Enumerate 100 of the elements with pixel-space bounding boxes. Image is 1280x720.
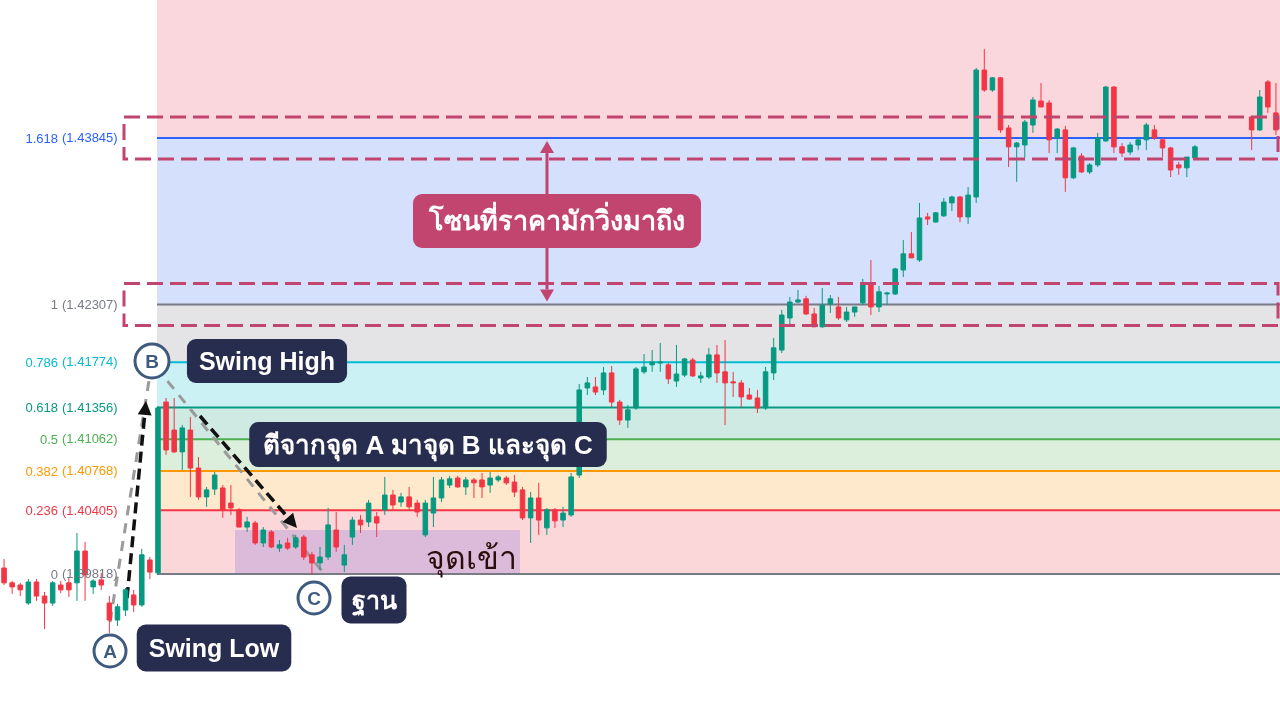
candlestick bbox=[722, 339, 728, 426]
candlestick bbox=[106, 595, 113, 634]
candlestick bbox=[49, 580, 56, 607]
candlestick bbox=[989, 76, 996, 93]
candlestick bbox=[560, 506, 566, 528]
candlestick bbox=[9, 580, 15, 595]
candlestick bbox=[779, 309, 785, 354]
candlestick bbox=[1038, 82, 1044, 108]
y-tick-label: 0.236 bbox=[25, 503, 58, 519]
candlestick bbox=[57, 580, 64, 594]
candlestick bbox=[706, 347, 712, 380]
annotation: B bbox=[145, 350, 159, 372]
annotation: (1.41062) bbox=[62, 431, 118, 447]
candlestick bbox=[754, 389, 761, 414]
candlestick bbox=[1030, 96, 1036, 134]
annotation: จุดเข้า bbox=[426, 540, 517, 578]
candlestick bbox=[1022, 119, 1028, 159]
annotation: ตีจากจุด A มาจุด B และจุด C bbox=[263, 429, 593, 462]
candlestick bbox=[1192, 144, 1198, 160]
candlestick bbox=[325, 507, 331, 561]
candlestick bbox=[860, 278, 866, 306]
candlestick bbox=[171, 397, 177, 454]
y-tick-label: 0.786 bbox=[25, 354, 58, 370]
candlestick bbox=[900, 239, 907, 278]
candlestick bbox=[276, 539, 283, 553]
candlestick bbox=[268, 529, 275, 549]
candlestick bbox=[1151, 124, 1158, 141]
candlestick bbox=[1103, 85, 1109, 143]
candlestick bbox=[187, 416, 194, 498]
candlestick bbox=[957, 195, 963, 223]
candlestick bbox=[139, 548, 145, 608]
annotation: (1.41774) bbox=[62, 354, 118, 370]
candlestick bbox=[1143, 122, 1150, 151]
candlestick bbox=[114, 603, 121, 627]
y-tick-label: 0.382 bbox=[25, 463, 58, 479]
candlestick bbox=[1086, 162, 1093, 175]
annotation: (1.40768) bbox=[62, 463, 118, 479]
candlestick bbox=[641, 353, 647, 375]
candlestick bbox=[163, 397, 169, 456]
candlestick bbox=[260, 526, 267, 548]
candlestick bbox=[1005, 124, 1012, 168]
candlestick bbox=[284, 537, 291, 551]
annotation: (1.41356) bbox=[62, 399, 118, 415]
candlestick bbox=[851, 306, 858, 318]
candlestick bbox=[130, 589, 137, 613]
candlestick bbox=[1184, 156, 1190, 178]
candlestick bbox=[1175, 161, 1182, 176]
candlestick bbox=[430, 476, 437, 528]
candlestick bbox=[1070, 146, 1077, 180]
candlestick bbox=[770, 337, 777, 381]
annotation: Swing High bbox=[198, 347, 336, 375]
candlestick bbox=[1256, 89, 1263, 132]
candlestick bbox=[819, 287, 826, 329]
candlestick bbox=[463, 476, 469, 496]
candlestick bbox=[981, 48, 988, 93]
candlestick bbox=[511, 474, 518, 498]
candlestick bbox=[1013, 141, 1020, 183]
candlestick bbox=[584, 376, 591, 396]
annotation: Swing Low bbox=[148, 634, 280, 662]
candlestick bbox=[357, 514, 364, 534]
candlestick bbox=[301, 534, 307, 561]
candlestick bbox=[592, 376, 599, 396]
candlestick bbox=[1094, 132, 1101, 168]
candlestick bbox=[1046, 99, 1052, 154]
candlestick bbox=[843, 306, 850, 323]
candlestick bbox=[924, 212, 931, 226]
candlestick bbox=[600, 366, 607, 396]
annotation: (1.40405) bbox=[62, 502, 118, 518]
candlestick bbox=[795, 289, 801, 304]
candlestick bbox=[673, 344, 680, 388]
candlestick bbox=[884, 291, 890, 306]
candlestick bbox=[454, 475, 461, 489]
candlestick bbox=[608, 365, 615, 408]
candlestick bbox=[147, 556, 153, 580]
candlestick bbox=[1111, 85, 1117, 154]
y-tick-label: 0.618 bbox=[25, 400, 58, 416]
candlestick bbox=[616, 399, 623, 426]
y-tick-label: 1 bbox=[50, 297, 58, 313]
annotation: (1.42307) bbox=[62, 296, 118, 312]
candlestick bbox=[41, 591, 48, 630]
candlestick bbox=[1, 558, 7, 586]
candlestick bbox=[422, 499, 429, 538]
candlestick bbox=[949, 195, 955, 212]
candlestick bbox=[1167, 146, 1174, 178]
candlestick bbox=[179, 424, 186, 471]
annotation: ฐาน bbox=[351, 586, 397, 617]
annotation: A bbox=[103, 640, 118, 662]
candlestick bbox=[438, 476, 445, 503]
candlestick bbox=[1127, 141, 1133, 156]
candlestick bbox=[471, 477, 477, 499]
candlestick bbox=[835, 296, 842, 321]
candlestick bbox=[827, 294, 834, 314]
candlestick bbox=[932, 211, 939, 224]
annotation: (1.43845) bbox=[62, 130, 118, 146]
candlestick bbox=[1054, 127, 1060, 154]
candlestick bbox=[876, 285, 882, 313]
candlestick bbox=[349, 516, 356, 546]
candlestick bbox=[479, 472, 485, 499]
candlestick bbox=[1265, 79, 1271, 114]
candlestick bbox=[738, 379, 745, 408]
